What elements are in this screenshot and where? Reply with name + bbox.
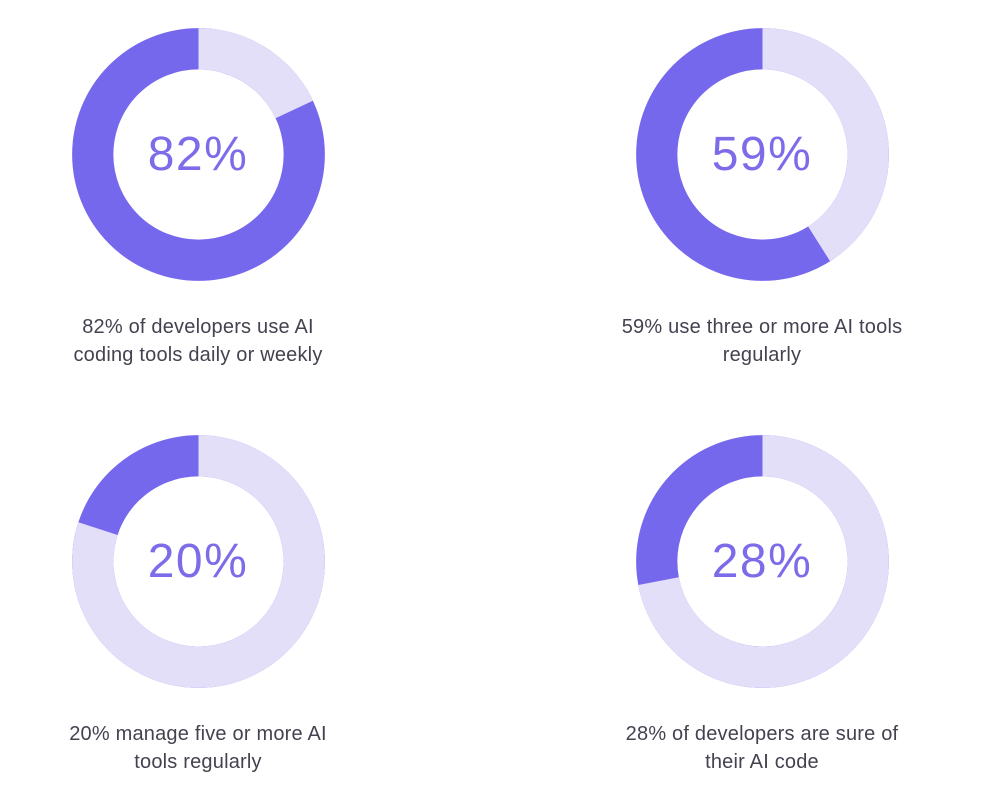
stat-card-sure-of-ai-code: 28% 28% of developers are sure of their …	[572, 435, 952, 776]
caption-line: regularly	[722, 344, 802, 366]
donut-center-value: 82%	[147, 128, 249, 181]
donut-chart-20: 20%	[71, 435, 325, 688]
donut-chart-59: 59%	[635, 28, 889, 281]
chart-caption: 82% of developers use AI coding tools da…	[73, 313, 322, 369]
caption-line: 82% of developers use AI	[82, 316, 314, 338]
chart-caption: 59% use three or more AI tools regularly	[622, 313, 903, 369]
caption-line: 28% of developers are sure of	[625, 723, 899, 745]
donut-ring-28	[635, 435, 889, 688]
chart-caption: 28% of developers are sure of their AI c…	[626, 720, 899, 776]
donut-ring-82	[71, 28, 325, 281]
caption-line: 59% use three or more AI tools	[621, 316, 903, 338]
donut-ring-20	[71, 435, 325, 688]
stat-card-three-or-more-tools: 59% 59% use three or more AI tools regul…	[572, 28, 952, 369]
donut-center-value: 59%	[711, 128, 813, 181]
donut-ring-59	[635, 28, 889, 281]
stat-card-five-or-more-tools: 20% 20% manage five or more AI tools reg…	[8, 435, 388, 776]
donut-center-value: 28%	[711, 535, 813, 588]
caption-line: 20% manage five or more AI	[69, 723, 327, 745]
donut-chart-28: 28%	[635, 435, 889, 688]
chart-caption: 20% manage five or more AI tools regular…	[69, 720, 327, 776]
caption-line: coding tools daily or weekly	[73, 344, 323, 366]
caption-line: tools regularly	[134, 751, 262, 773]
donut-chart-82: 82%	[71, 28, 325, 281]
stat-card-daily-weekly-usage: 82% 82% of developers use AI coding tool…	[8, 28, 388, 369]
caption-line: their AI code	[705, 751, 819, 773]
donut-center-value: 20%	[147, 535, 249, 588]
